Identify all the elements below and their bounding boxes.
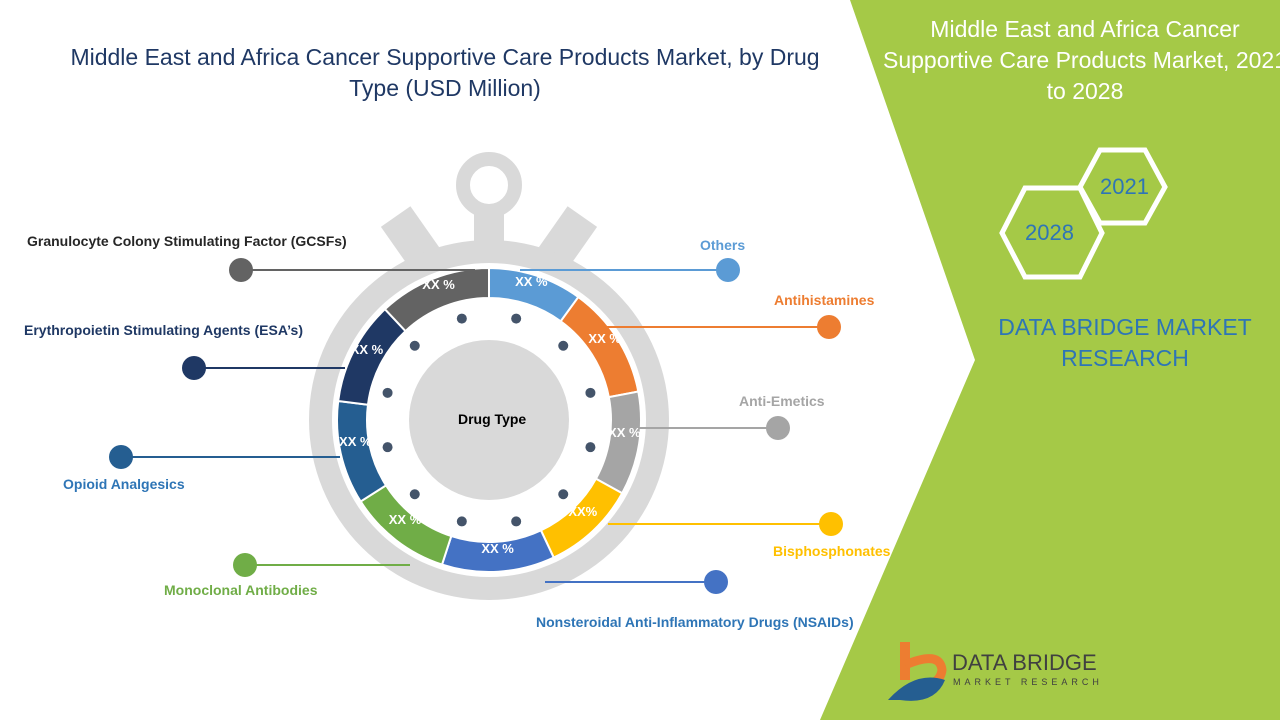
dial-dot	[409, 489, 420, 500]
donut-chart	[336, 266, 642, 573]
segment-data-label: XX %	[608, 425, 641, 441]
logo-text: DATA BRIDGE	[952, 650, 1097, 675]
category-label: Nonsteroidal Anti-Inflammatory Drugs (NS…	[536, 614, 854, 630]
dial-dot	[558, 489, 569, 500]
year-start: 2021	[1100, 174, 1149, 199]
dial-dot	[511, 313, 522, 324]
dial-dot	[456, 516, 467, 527]
category-label: Opioid Analgesics	[63, 476, 185, 492]
legend-marker	[233, 553, 257, 577]
dial-dot	[585, 387, 596, 398]
legend-marker	[109, 445, 133, 469]
category-label: Others	[700, 237, 746, 253]
segment-data-label: XX %	[515, 273, 548, 289]
logo-subtext: MARKET RESEARCH	[953, 677, 1103, 687]
category-label: Bisphosphonates	[773, 543, 891, 559]
chart-title: Middle East and Africa Cancer Supportive…	[70, 44, 820, 101]
legend-marker	[716, 258, 740, 282]
segment-data-label: XX %	[422, 276, 455, 292]
segment-data-label: XX %	[388, 512, 422, 528]
dial-dot	[558, 340, 569, 351]
category-label: Anti-Emetics	[739, 393, 825, 409]
dial-dot	[409, 340, 420, 351]
logo-mark	[888, 642, 947, 701]
dial-dot	[382, 387, 393, 398]
side-panel	[820, 0, 1280, 720]
segment-data-label: XX %	[339, 433, 372, 449]
brand-text: DATA BRIDGE MARKET RESEARCH	[998, 314, 1252, 371]
dial-dot	[456, 313, 467, 324]
dial-dot	[585, 442, 596, 453]
legend-marker	[704, 570, 728, 594]
category-label: Monoclonal Antibodies	[164, 582, 318, 598]
side-panel-title: Middle East and Africa Cancer Supportive…	[883, 16, 1280, 104]
category-label: Antihistamines	[774, 292, 875, 308]
dial-dot	[511, 516, 522, 527]
category-label: Granulocyte Colony Stimulating Factor (G…	[27, 233, 347, 249]
legend-marker	[182, 356, 206, 380]
donut-segment	[383, 266, 490, 333]
segment-data-label: XX %	[481, 540, 514, 556]
legend-marker	[819, 512, 843, 536]
legend-marker	[229, 258, 253, 282]
segment-data-label: XX%	[568, 503, 598, 519]
legend-marker	[817, 315, 841, 339]
legend-marker	[766, 416, 790, 440]
year-end: 2028	[1025, 220, 1074, 245]
category-label: Erythropoietin Stimulating Agents (ESA’s…	[24, 322, 303, 338]
segment-data-label: XX %	[588, 330, 621, 346]
segment-data-label: XX %	[350, 341, 384, 357]
hexagon-2028	[999, 185, 1105, 280]
center-label: Drug Type	[458, 411, 527, 427]
dial-dot	[382, 442, 393, 453]
